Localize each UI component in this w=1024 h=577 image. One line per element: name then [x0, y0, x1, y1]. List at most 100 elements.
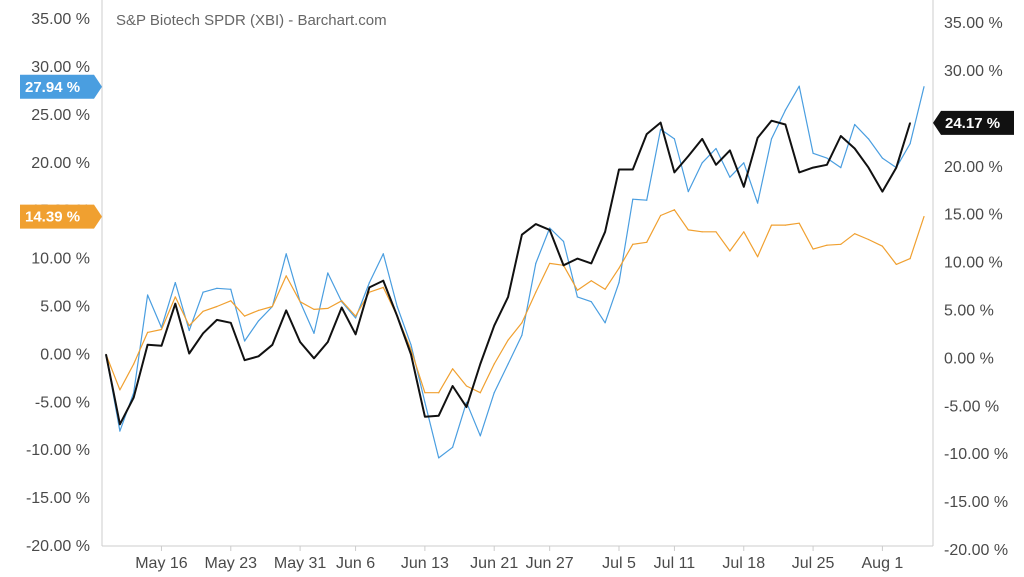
y-tick-label-left: 0.00 %: [40, 346, 90, 363]
data-point: [327, 272, 329, 274]
data-point: [202, 310, 204, 312]
data-point: [285, 275, 287, 277]
data-point: [632, 198, 634, 200]
data-point: [687, 190, 689, 193]
data-point: [438, 392, 440, 394]
data-point: [119, 423, 121, 425]
data-point: [313, 357, 315, 359]
data-point: [230, 300, 232, 302]
data-point: [840, 243, 842, 245]
data-point: [549, 227, 551, 229]
data-point: [687, 229, 689, 231]
data-point: [798, 171, 800, 174]
data-point: [119, 430, 121, 432]
data-point: [424, 392, 426, 394]
data-point: [590, 262, 592, 265]
data-point: [410, 353, 412, 356]
x-tick-label: Aug 1: [862, 555, 904, 572]
y-tick-label-right: 35.00 %: [944, 15, 1003, 32]
y-tick-label-right: -20.00 %: [944, 542, 1008, 559]
data-point: [923, 215, 925, 218]
data-point: [327, 307, 329, 310]
y-axis-right: 35.00 %30.00 %25.00 %20.00 %15.00 %10.00…: [944, 15, 1008, 559]
data-point: [160, 345, 163, 347]
data-point: [840, 135, 842, 137]
data-point: [715, 147, 717, 150]
data-point: [854, 233, 856, 235]
data-point: [632, 168, 634, 171]
data-point: [216, 319, 218, 321]
data-point: [354, 317, 357, 319]
data-point: [174, 296, 176, 298]
data-point: [812, 167, 814, 169]
data-point: [521, 322, 523, 324]
data-point: [299, 341, 301, 343]
y-tick-label-right: 15.00 %: [944, 207, 1003, 224]
data-point: [895, 263, 897, 265]
data-point: [271, 344, 273, 346]
data-point: [604, 288, 606, 290]
data-point: [257, 320, 260, 322]
data-point: [770, 224, 773, 226]
data-point: [285, 309, 287, 311]
data-point: [341, 300, 343, 302]
data-point: [701, 231, 703, 233]
last-value-badge: 24.17 %: [933, 110, 1014, 135]
data-point: [618, 281, 620, 284]
data-point: [479, 435, 481, 437]
data-point: [867, 138, 870, 140]
badge-value: 24.17 %: [945, 115, 1000, 132]
x-tick-label: Jun 27: [526, 555, 574, 572]
data-point: [562, 240, 565, 242]
y-tick-label-left: -10.00 %: [26, 442, 90, 459]
data-point: [854, 147, 856, 150]
data-point: [327, 341, 329, 343]
y-tick-label-left: -15.00 %: [26, 490, 90, 507]
data-point: [174, 281, 176, 284]
data-point: [271, 305, 273, 308]
badge-shape: [20, 74, 102, 99]
data-point: [299, 301, 301, 303]
data-point: [521, 234, 523, 236]
data-point: [881, 245, 884, 247]
data-point: [687, 155, 689, 157]
data-point: [410, 344, 412, 346]
data-point: [341, 306, 343, 309]
data-point: [424, 416, 426, 418]
data-point: [549, 262, 551, 265]
data-point: [576, 296, 578, 298]
data-point: [202, 291, 204, 293]
data-point: [493, 363, 495, 365]
data-point: [285, 253, 287, 255]
data-point: [535, 223, 537, 225]
y-tick-label-left: -5.00 %: [35, 394, 90, 411]
x-tick-label: Jun 21: [470, 555, 518, 572]
series-line: [105, 209, 925, 394]
data-point: [465, 406, 468, 408]
series-layer: [105, 85, 925, 459]
data-point: [535, 262, 537, 265]
data-point: [673, 171, 676, 174]
data-point: [770, 120, 773, 122]
data-point: [146, 331, 149, 333]
data-point: [133, 396, 135, 399]
y-tick-label-right: -5.00 %: [944, 398, 999, 415]
data-point: [257, 355, 260, 357]
data-point: [590, 301, 592, 303]
data-point: [812, 152, 814, 154]
y-tick-label-right: 0.00 %: [944, 350, 994, 367]
data-point: [770, 138, 773, 140]
data-point: [313, 308, 315, 310]
data-point: [216, 287, 218, 289]
y-tick-label-left: 10.00 %: [31, 251, 90, 268]
x-tick-label: Jul 5: [602, 555, 636, 572]
data-point: [230, 322, 232, 324]
data-point: [410, 349, 412, 351]
data-point: [757, 137, 759, 139]
data-point: [867, 167, 870, 169]
data-point: [354, 315, 357, 317]
data-point: [188, 329, 190, 332]
y-tick-label-right: -10.00 %: [944, 446, 1008, 463]
data-point: [659, 128, 662, 130]
